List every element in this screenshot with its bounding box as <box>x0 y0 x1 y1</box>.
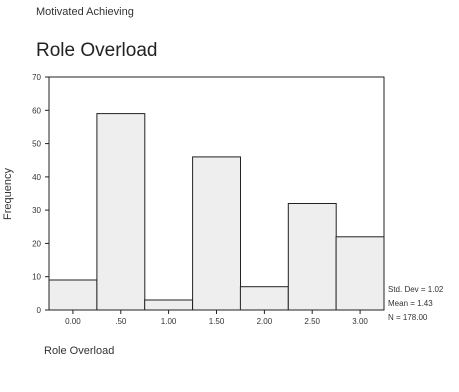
x-tick-label-3.00: 3.00 <box>352 317 368 326</box>
y-tick-label-60: 60 <box>32 106 41 115</box>
x-tick-label-1.00: 1.00 <box>161 317 177 326</box>
std-dev-stat: Std. Dev = 1.02 <box>388 285 444 294</box>
histogram-bar-.50 <box>96 113 146 311</box>
histogram-bar-2.50 <box>287 203 337 311</box>
n-stat: N = 178.00 <box>388 313 428 322</box>
y-tick-label-40: 40 <box>32 173 41 182</box>
x-axis-label: Role Overload <box>44 345 115 357</box>
y-tick-label-0: 0 <box>37 306 42 315</box>
y-tick-label-70: 70 <box>32 73 41 82</box>
histogram-bar-0.00 <box>48 279 98 311</box>
y-tick-label-50: 50 <box>32 140 41 149</box>
y-tick-label-30: 30 <box>32 206 41 215</box>
histogram-bar-2.00 <box>239 286 289 311</box>
y-tick-label-10: 10 <box>32 273 41 282</box>
mean-stat: Mean = 1.43 <box>388 299 433 308</box>
histogram-bar-1.00 <box>144 299 194 311</box>
stats-box: Std. Dev = 1.02 Mean = 1.43 N = 178.00 <box>388 283 443 325</box>
bars-layer <box>48 113 385 311</box>
histogram-bar-1.50 <box>192 156 242 311</box>
chart-title: Role Overload <box>36 40 158 61</box>
x-tick-label-0.00: 0.00 <box>65 317 81 326</box>
y-axis: 0 10 20 30 40 50 60 70 <box>32 73 49 315</box>
x-tick-label-2.00: 2.00 <box>257 317 273 326</box>
y-axis-label: Frequency <box>2 168 14 220</box>
x-tick-label-.50: .50 <box>115 317 127 326</box>
y-tick-label-20: 20 <box>32 239 41 248</box>
page-header: Motivated Achieving <box>36 6 134 18</box>
x-axis: 0.00 .50 1.00 1.50 2.00 2.50 3.00 <box>65 310 368 326</box>
x-tick-label-1.50: 1.50 <box>209 317 225 326</box>
x-tick-label-2.50: 2.50 <box>304 317 320 326</box>
histogram-bar-3.00 <box>335 236 385 311</box>
